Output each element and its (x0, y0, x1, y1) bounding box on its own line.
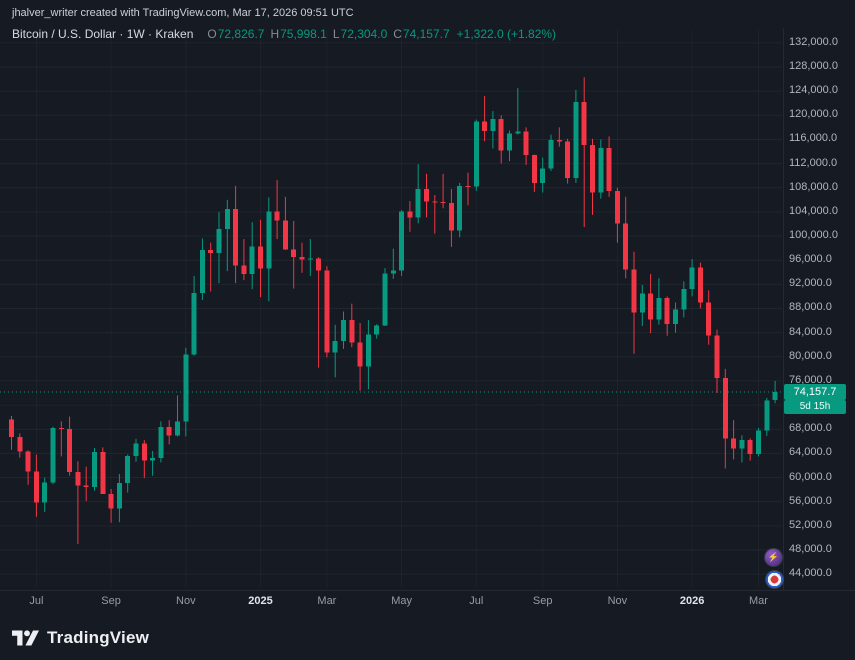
time-tick-label: 2025 (248, 595, 273, 607)
price-tick-label: 48,000.0 (789, 542, 832, 555)
price-tick-label: 56,000.0 (789, 494, 832, 507)
price-tick-label: 88,000.0 (789, 301, 832, 314)
footer-branding[interactable]: TradingView (12, 619, 149, 657)
price-change: +1,322.0 (+1.82%) (456, 27, 557, 41)
ohlc-open-value: 72,826.7 (217, 27, 265, 41)
time-axis[interactable]: Jul Sep Nov 2025 Mar May Jul Sep Nov 2026 Mar (0, 595, 790, 613)
ohlc-high-value: 75,998.1 (280, 27, 327, 41)
time-tick-label: 2026 (679, 595, 705, 607)
price-tick-label: 112,000.0 (789, 156, 838, 169)
price-tick-label: 68,000.0 (789, 422, 832, 435)
price-tick-label: 132,000.0 (789, 35, 838, 48)
last-price-label: 74,157.7 (784, 384, 846, 401)
time-tick-label: Jul (469, 595, 484, 607)
time-tick-label: Jul (29, 595, 44, 607)
price-axis[interactable]: 132,000.0 128,000.0 124,000.0 120,000.0 116,… (784, 0, 855, 592)
time-tick-label: Sep (532, 595, 553, 607)
ohlc-low-value: 72,304.0 (340, 27, 388, 41)
bar-countdown-label: 5d 15h (784, 400, 846, 415)
price-tick-label: 128,000.0 (789, 60, 838, 72)
tradingview-wordmark: TradingView (47, 628, 150, 647)
sticker-roundel-icon (766, 571, 783, 588)
chart-legend: Bitcoin / U.S. Dollar · 1W · Kraken O72,… (12, 27, 556, 41)
ohlc-values: O72,826.7 H75,998.1 L72,304.0 C74,157.7 (201, 27, 449, 41)
price-tick-label: 80,000.0 (789, 349, 832, 362)
price-tick-label: 52,000.0 (789, 518, 832, 531)
time-tick-label: Sep (101, 595, 121, 607)
price-tick-label: 96,000.0 (789, 253, 832, 266)
ohlc-open-key: O (207, 27, 217, 41)
time-tick-label: Mar (749, 595, 768, 607)
price-tick-label: 100,000.0 (789, 229, 838, 242)
ohlc-low-key: L (332, 27, 340, 41)
time-tick-label: Nov (607, 595, 628, 607)
price-tick-label: 44,000.0 (789, 567, 832, 580)
symbol-title[interactable]: Bitcoin / U.S. Dollar · 1W · Kraken (12, 27, 194, 41)
price-tick-label: 76,000.0 (789, 373, 832, 386)
ohlc-close-key: C (393, 27, 402, 41)
time-tick-label: May (391, 595, 412, 607)
price-tick-label: 60,000.0 (789, 470, 832, 483)
price-tick-label: 84,000.0 (789, 325, 832, 338)
ohlc-high-key: H (270, 27, 280, 41)
price-tick-label: 116,000.0 (789, 132, 838, 145)
price-tick-label: 92,000.0 (789, 277, 832, 290)
time-tick-label: Mar (317, 595, 337, 607)
time-tick-label: Nov (176, 595, 196, 607)
attribution-text: jhalver_writer created with TradingView.… (12, 7, 354, 19)
price-tick-label: 108,000.0 (789, 180, 838, 193)
price-axis-border (783, 28, 784, 590)
sticker-purple-icon: ⚡ (765, 549, 782, 566)
time-axis-border (0, 590, 855, 591)
price-tick-label: 104,000.0 (789, 204, 838, 217)
price-tick-label: 64,000.0 (789, 446, 832, 459)
price-tick-label: 120,000.0 (789, 108, 838, 121)
price-tick-label: 124,000.0 (789, 84, 838, 97)
tradingview-logo-icon (12, 630, 39, 646)
ohlc-close-value: 74,157.7 (402, 27, 450, 41)
